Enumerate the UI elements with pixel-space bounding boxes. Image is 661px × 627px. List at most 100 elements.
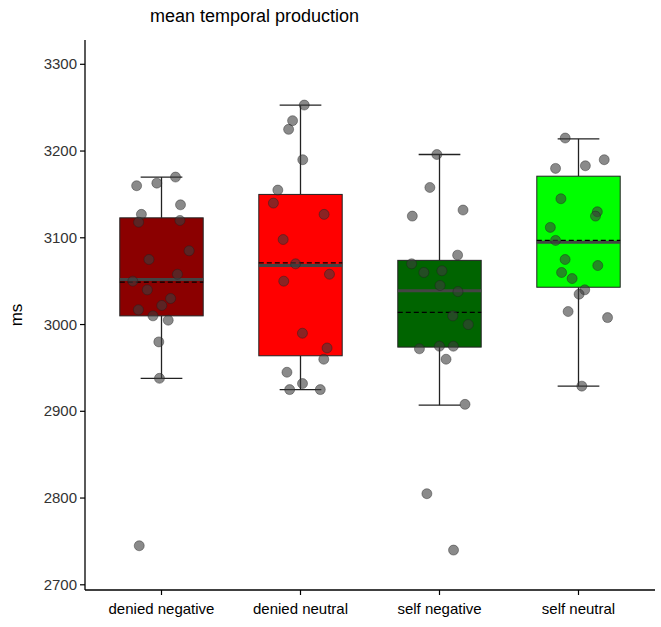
y-tick-label: 2900 <box>44 402 77 419</box>
data-point <box>284 124 294 134</box>
x-tick <box>161 590 162 595</box>
upper-whisker <box>300 105 301 194</box>
data-point <box>599 155 609 165</box>
mean <box>398 312 481 313</box>
data-point <box>172 269 182 279</box>
data-point <box>319 354 329 364</box>
box-group <box>537 133 620 391</box>
x-tick <box>439 590 440 595</box>
data-point <box>551 163 561 173</box>
data-point <box>154 337 164 347</box>
lower-whisker <box>161 316 162 378</box>
data-point <box>453 287 463 297</box>
data-point <box>567 274 577 284</box>
x-tick-label: self negative <box>397 600 481 617</box>
upper-whisker <box>578 139 579 176</box>
data-point <box>154 373 164 383</box>
x-tick-label: self neutral <box>542 600 615 617</box>
box <box>537 176 620 287</box>
data-point <box>563 307 573 317</box>
y-tick-label: 3100 <box>44 229 77 246</box>
data-point <box>580 161 590 171</box>
data-point <box>460 399 470 409</box>
y-tick-label: 2800 <box>44 489 77 506</box>
mean <box>537 240 620 241</box>
data-point <box>132 181 142 191</box>
box-group <box>398 150 481 556</box>
x-tick <box>300 590 301 595</box>
data-point <box>268 198 278 208</box>
upper-whisker <box>439 155 440 261</box>
data-point <box>560 254 570 264</box>
data-point <box>414 344 424 354</box>
data-point <box>449 545 459 555</box>
data-point <box>144 254 154 264</box>
data-point <box>278 235 288 245</box>
data-point <box>545 222 555 232</box>
data-point <box>171 172 181 182</box>
data-point <box>448 311 458 321</box>
data-point <box>551 235 561 245</box>
title: mean temporal production <box>150 6 359 26</box>
data-point <box>441 354 451 364</box>
y-tick-label: 3200 <box>44 142 77 159</box>
data-point <box>577 381 587 391</box>
data-point <box>184 246 194 256</box>
plot-area <box>120 100 620 555</box>
data-point <box>319 209 329 219</box>
data-point <box>175 200 185 210</box>
data-point <box>279 276 289 286</box>
data-point <box>422 489 432 499</box>
data-point <box>175 215 185 225</box>
y-tick <box>80 324 85 325</box>
data-point <box>163 315 173 325</box>
data-point <box>432 150 442 160</box>
data-point <box>142 285 152 295</box>
y-axis-label: ms <box>7 304 26 327</box>
data-point <box>574 289 584 299</box>
data-point <box>448 341 458 351</box>
data-point <box>134 217 144 227</box>
y-tick <box>80 584 85 585</box>
x-axis <box>85 589 655 590</box>
data-point <box>463 320 473 330</box>
box <box>259 194 342 355</box>
data-point <box>166 294 176 304</box>
box <box>120 218 203 316</box>
data-point <box>298 155 308 165</box>
chart: mean temporal productionms27002800290030… <box>0 0 661 627</box>
data-point <box>435 281 445 291</box>
data-point <box>453 250 463 260</box>
y-tick-label: 3000 <box>44 316 77 333</box>
data-point <box>434 341 444 351</box>
box <box>398 260 481 347</box>
data-point <box>273 185 283 195</box>
x-tick <box>578 590 579 595</box>
y-tick <box>80 497 85 498</box>
data-point <box>291 259 301 269</box>
data-point <box>603 313 613 323</box>
data-point <box>419 267 429 277</box>
x-tick-label: denied negative <box>109 600 215 617</box>
data-point <box>297 328 307 338</box>
data-point <box>425 182 435 192</box>
data-point <box>128 276 138 286</box>
y-tick <box>80 64 85 65</box>
median <box>537 241 620 244</box>
data-point <box>407 259 417 269</box>
data-point <box>407 211 417 221</box>
data-point <box>593 261 603 271</box>
y-tick-label: 3300 <box>44 55 77 72</box>
data-point <box>134 541 144 551</box>
data-point <box>299 100 309 110</box>
data-point <box>437 266 447 276</box>
data-point <box>282 367 292 377</box>
data-point <box>152 178 162 188</box>
data-point <box>458 205 468 215</box>
box-group <box>120 172 203 551</box>
data-point <box>556 194 566 204</box>
lower-whisker <box>439 347 440 405</box>
data-point <box>557 267 567 277</box>
box-group <box>259 100 342 395</box>
data-point <box>157 300 167 310</box>
